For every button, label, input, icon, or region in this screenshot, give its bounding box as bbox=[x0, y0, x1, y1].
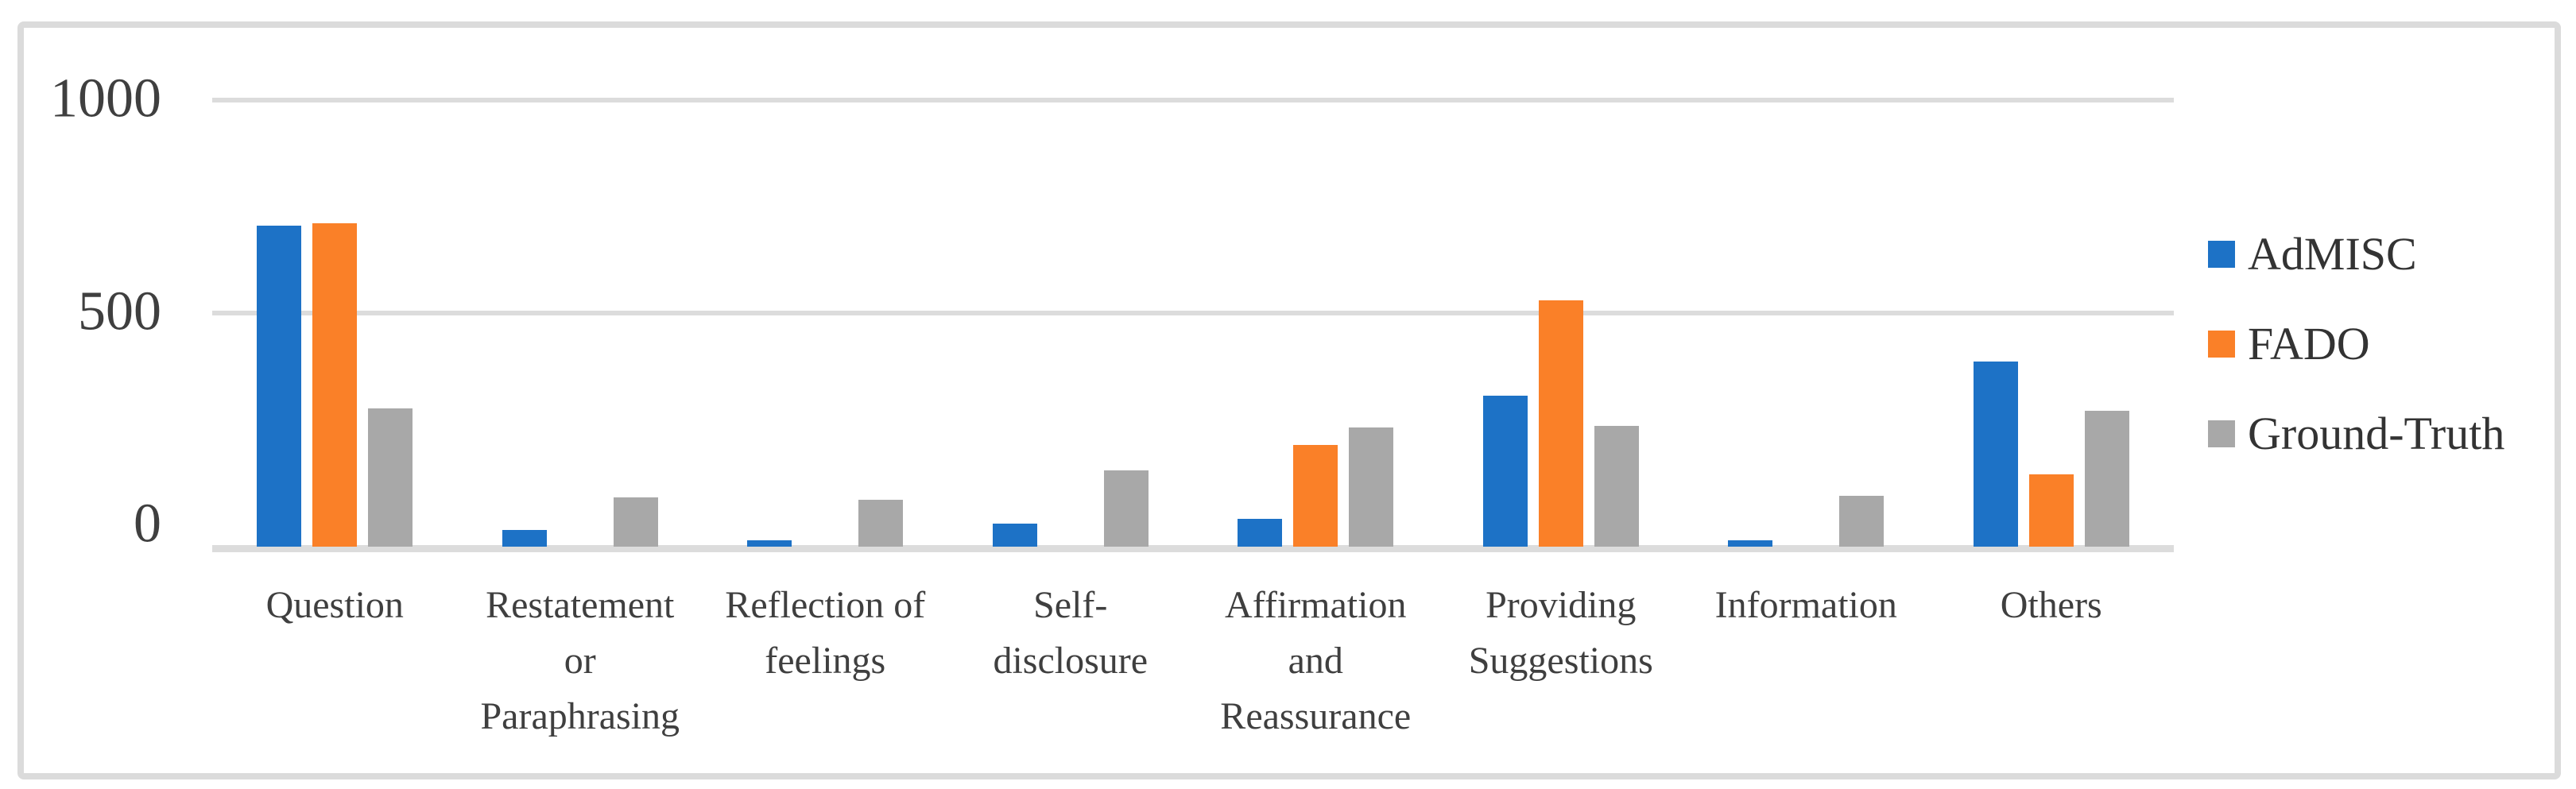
legend-label: AdMISC bbox=[2248, 228, 2417, 280]
bar-group-5 bbox=[1193, 122, 1439, 547]
bar-fado bbox=[2028, 474, 2074, 547]
legend-item-fado: FADO bbox=[2208, 317, 2504, 370]
bar-ground-truth bbox=[2084, 411, 2129, 547]
bar-admisc bbox=[1482, 396, 1528, 547]
legend-swatch-icon bbox=[2208, 330, 2235, 358]
bar-group-4 bbox=[948, 122, 1194, 547]
x-axis-labels: Question Restatement or Paraphrasing Refle… bbox=[212, 578, 2174, 745]
bar-admisc bbox=[1238, 519, 1283, 547]
gridline-500 bbox=[212, 310, 2174, 315]
bar-ground-truth bbox=[368, 408, 413, 547]
bar-group-8 bbox=[1929, 122, 2175, 547]
bar-groups bbox=[212, 122, 2174, 547]
bar-group-7 bbox=[1683, 122, 1929, 547]
x-axis-category-label: Providing Suggestions bbox=[1468, 584, 1653, 682]
bar-group-2 bbox=[458, 122, 703, 547]
bar-group-3 bbox=[703, 122, 948, 547]
x-axis-category-label: Affirmation and Reassurance bbox=[1220, 584, 1412, 737]
chart-frame: 0 500 1000 Question Restatement or Paraphra… bbox=[17, 21, 2561, 779]
y-axis-tick-label: 0 bbox=[134, 493, 161, 555]
legend-swatch-icon bbox=[2208, 420, 2235, 447]
bar-group-1 bbox=[212, 122, 458, 547]
x-axis-line bbox=[212, 545, 2174, 552]
x-axis-category-label: Others bbox=[2000, 584, 2102, 626]
bar-admisc bbox=[502, 530, 547, 547]
y-axis-tick-label: 1000 bbox=[50, 68, 161, 130]
bar-admisc bbox=[747, 540, 792, 547]
bar-ground-truth bbox=[613, 497, 658, 547]
x-axis-category-label: Information bbox=[1714, 584, 1897, 626]
bar-fado bbox=[1538, 300, 1583, 547]
bar-ground-truth bbox=[858, 500, 904, 547]
bar-admisc bbox=[1973, 362, 2018, 547]
legend: AdMISC FADO Ground-Truth bbox=[2208, 227, 2504, 497]
bar-ground-truth bbox=[1594, 426, 1639, 547]
bar-ground-truth bbox=[1839, 496, 1885, 547]
x-axis-category-label: Question bbox=[265, 584, 404, 626]
legend-item-ground-truth: Ground-Truth bbox=[2208, 407, 2504, 460]
x-axis-category-label: Reflection of feelings bbox=[725, 584, 926, 682]
bar-fado bbox=[1293, 445, 1338, 547]
legend-label: FADO bbox=[2248, 318, 2370, 369]
bar-group-6 bbox=[1439, 122, 1684, 547]
x-axis-category-label: Self- disclosure bbox=[993, 584, 1149, 682]
bar-ground-truth bbox=[1349, 427, 1394, 547]
bar-ground-truth bbox=[1103, 470, 1149, 547]
gridline-1000 bbox=[212, 98, 2174, 102]
bar-admisc bbox=[1728, 540, 1773, 547]
bar-fado bbox=[312, 223, 358, 547]
legend-item-admisc: AdMISC bbox=[2208, 227, 2504, 280]
bar-admisc bbox=[257, 226, 302, 547]
x-axis-category-label: Restatement or Paraphrasing bbox=[480, 584, 680, 737]
y-axis-tick-label: 500 bbox=[78, 280, 161, 342]
bar-admisc bbox=[992, 524, 1037, 547]
legend-swatch-icon bbox=[2208, 240, 2235, 268]
legend-label: Ground-Truth bbox=[2248, 408, 2505, 459]
